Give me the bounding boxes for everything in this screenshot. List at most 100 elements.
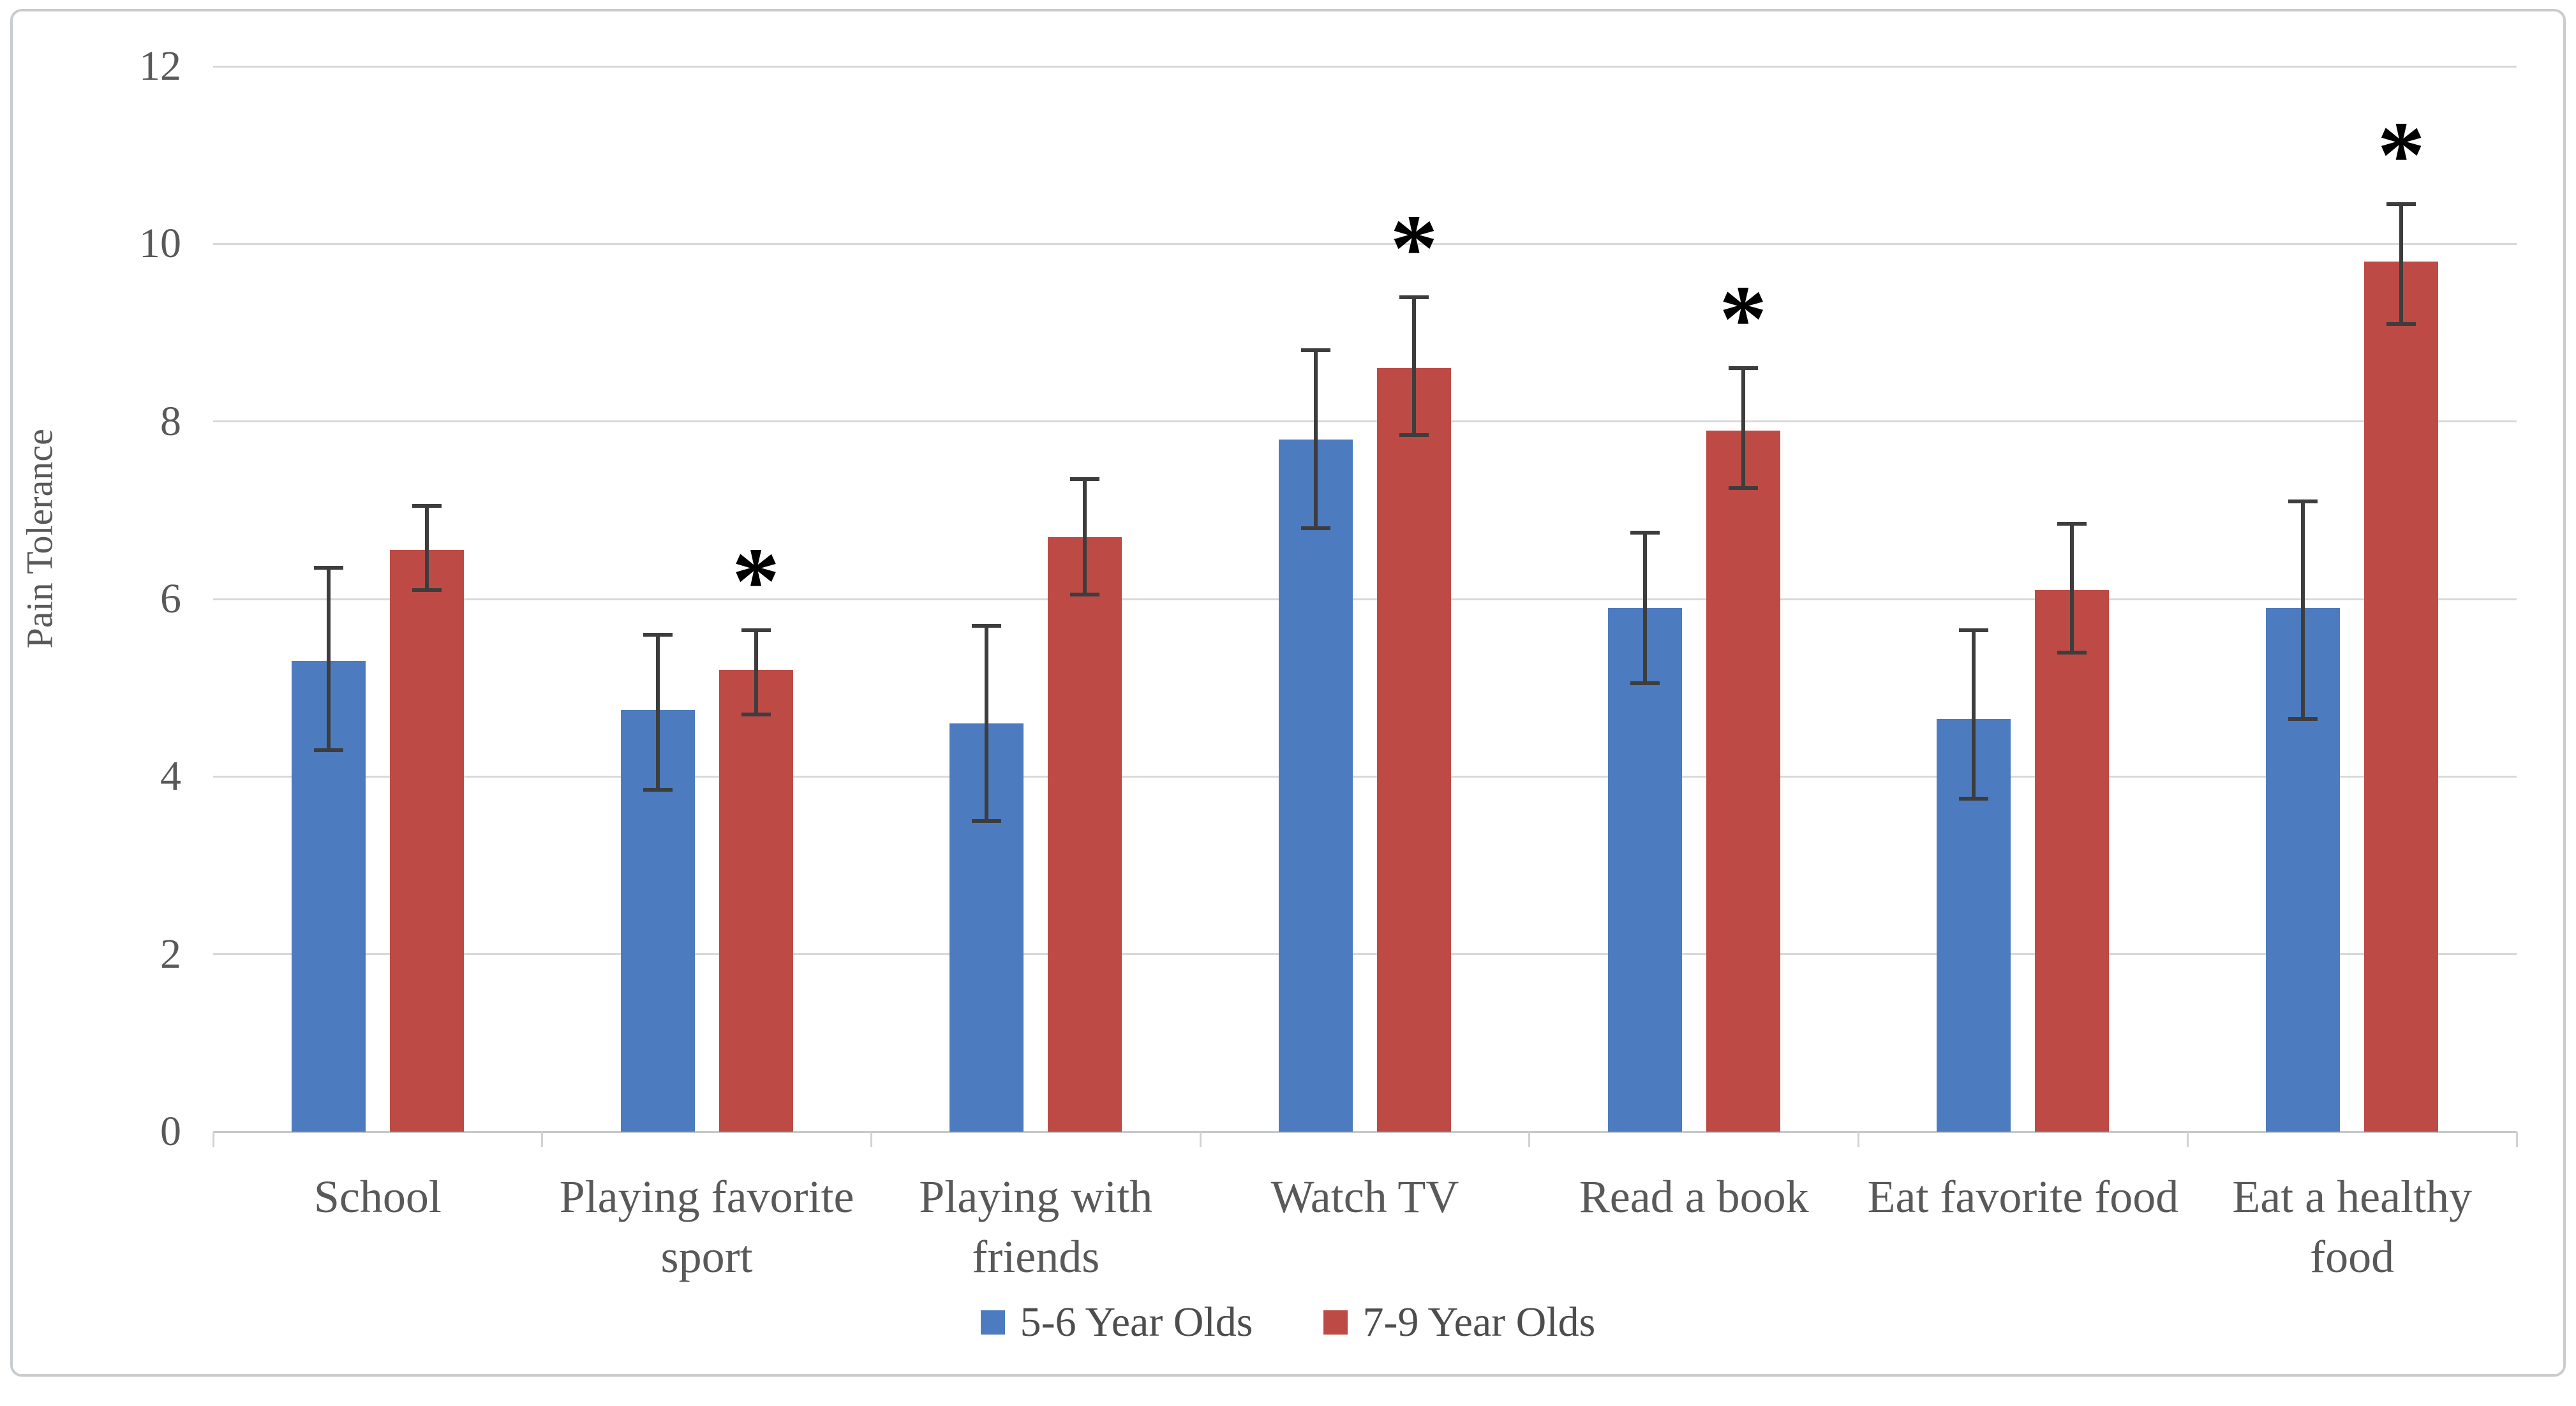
y-tick-label-2: 2 [160,930,181,977]
category-boundary-tick [212,1132,214,1147]
error-bar-cap-top [2057,521,2087,526]
legend-swatch-icon [1323,1310,1348,1335]
y-tick-label-12: 12 [139,43,181,89]
error-bar-cap-bottom [1399,433,1429,437]
gridline-y-2 [213,953,2517,956]
y-tick-label-10: 10 [139,220,181,267]
category-label-line: sport [660,1231,753,1282]
error-bar [2070,523,2074,653]
category-label-line: School [313,1171,442,1222]
error-bar [1741,368,1745,489]
error-bar [2399,204,2404,324]
error-bar [1411,297,1416,435]
error-bar-cap-bottom [1300,526,1330,530]
bar-older-3 [1376,368,1451,1132]
bar-older-2 [1048,536,1122,1132]
bar-older-1 [718,670,793,1132]
bar-group-2 [871,66,1200,1132]
error-bar [2301,501,2305,719]
bar-group-6: * [2187,66,2517,1132]
error-bar-cap-top [412,503,442,508]
category-label-3: Watch TV [1200,1167,1530,1227]
bar-group-0 [213,66,542,1132]
category-label-line: Playing favorite [559,1171,854,1222]
error-bar-cap-top [1630,530,1660,535]
gridline-y-8 [213,420,2517,423]
category-label-5: Eat favorite food [1859,1167,2188,1227]
significance-asterisk: * [2377,101,2425,208]
category-label-2: Playing with friends [871,1167,1200,1287]
gridline-y-4 [213,775,2517,778]
category-label-line: Read a book [1579,1171,1809,1222]
error-bar-cap-top [741,628,771,632]
bar-older-0 [389,550,464,1132]
error-bar-cap-top [2288,499,2318,503]
legend-label: 5-6 Year Olds [1020,1299,1253,1345]
error-bar-cap-top [2386,202,2416,206]
error-bar-cap-top [972,623,1002,628]
error-bar [1972,630,1976,799]
category-boundary-tick [541,1132,544,1147]
error-bar-cap-top [1728,366,1758,371]
error-bar [754,630,758,714]
category-boundary-tick [1528,1132,1531,1147]
error-bar-cap-top [1399,295,1429,299]
y-tick-label-4: 4 [160,753,181,800]
error-bar-cap-bottom [2386,322,2416,326]
y-tick-label-0: 0 [160,1108,181,1155]
error-bar-cap-bottom [2057,650,2087,655]
error-bar [424,505,429,591]
bar-group-4: * [1530,66,1859,1132]
error-bar-cap-bottom [1070,593,1100,597]
significance-asterisk: * [732,528,780,634]
bar-older-5 [2035,590,2110,1132]
error-bar-cap-bottom [1959,797,1989,801]
bar-younger-3 [1278,439,1353,1132]
gridline-y-12 [213,65,2517,68]
category-boundary-tick [2515,1132,2518,1147]
category-label-line: Eat a healthy [2232,1171,2473,1222]
legend-item-older: 7-9 Year Olds [1323,1299,1596,1345]
legend-label: 7-9 Year Olds [1362,1299,1596,1345]
error-bar-cap-top [1300,348,1330,353]
error-bar-cap-bottom [1630,681,1660,686]
bar-older-4 [1706,430,1780,1132]
category-label-1: Playing favorite sport [542,1167,872,1287]
error-bar [1642,532,1647,684]
gridline-y-6 [213,598,2517,600]
bar-older-6 [2364,262,2439,1132]
error-bar [985,625,989,821]
category-boundary-tick [1199,1132,1202,1147]
bar-group-3: * [1200,66,1530,1132]
category-label-6: Eat a healthy food [2187,1167,2517,1287]
category-boundary-tick [2186,1132,2189,1147]
error-bar-cap-bottom [1728,486,1758,491]
legend-item-younger: 5-6 Year Olds [980,1299,1253,1345]
y-tick-label-6: 6 [160,575,181,622]
error-bar [655,634,660,790]
bar-younger-4 [1607,607,1682,1132]
bar-group-1: * [542,66,872,1132]
significance-asterisk: * [1719,266,1768,373]
error-bar [1083,479,1087,595]
error-bar-cap-top [313,566,343,570]
significance-asterisk: * [1390,195,1438,301]
error-bar [1313,350,1318,528]
category-label-line: Playing with [919,1171,1153,1222]
error-bar-cap-bottom [313,748,343,752]
legend-swatch-icon [980,1310,1005,1335]
category-label-line: Watch TV [1270,1171,1459,1222]
error-bar-cap-top [1959,628,1989,632]
error-bar-cap-top [1070,477,1100,482]
category-label-0: School [213,1167,542,1227]
gridline-y-10 [213,242,2517,245]
y-tick-label-8: 8 [160,397,181,445]
chart-figure: Pain Tolerance 0 2 4 6 8 10 12 * * * * School Play… [10,9,2566,1377]
category-label-line: Eat favorite food [1867,1171,2179,1222]
category-label-line: food [2310,1231,2395,1282]
legend: 5-6 Year Olds 7-9 Year Olds [13,1301,2563,1343]
error-bar-cap-bottom [412,588,442,593]
error-bar-cap-bottom [2288,716,2318,721]
error-bar-cap-top [643,632,673,637]
error-bar-cap-bottom [741,712,771,716]
